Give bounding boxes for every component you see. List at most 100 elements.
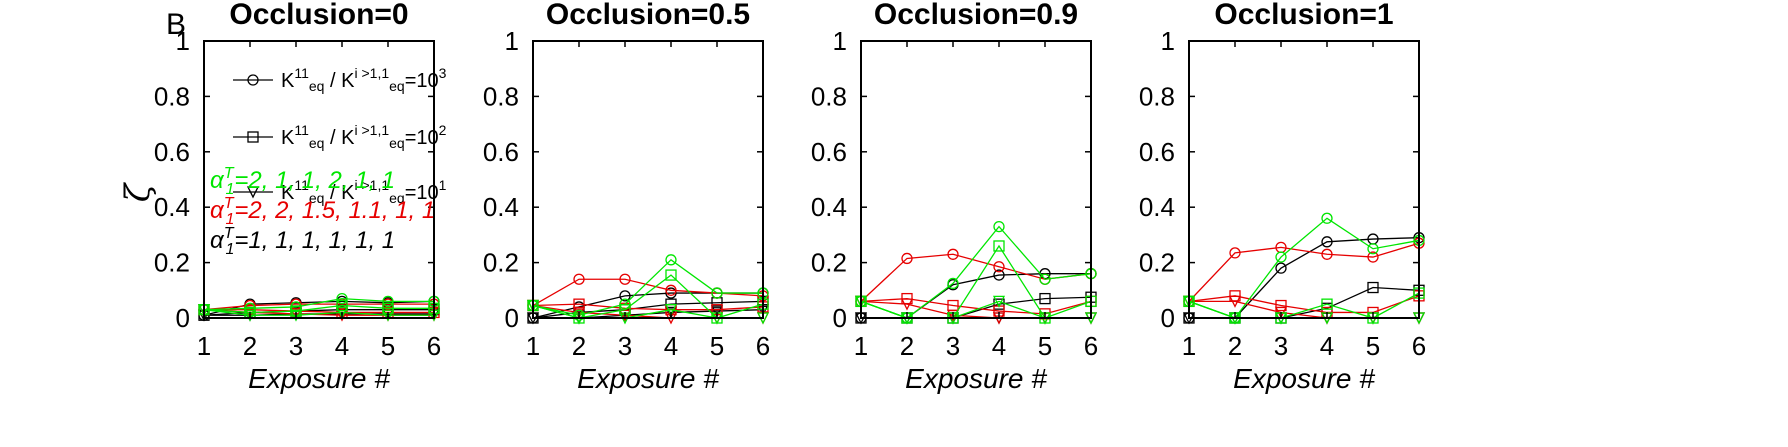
y-tick-label: 0.8 — [154, 81, 190, 111]
data-point-black-circle — [1275, 262, 1287, 274]
alpha-subscript: 1 — [225, 181, 234, 198]
x-tick-label: 2 — [572, 331, 586, 361]
chart-title: Occlusion=0 — [229, 0, 408, 31]
series-line-red-square — [1188, 295, 1420, 314]
y-tick-label: 1 — [176, 26, 190, 56]
data-point-red-triangle — [900, 298, 914, 311]
legend-text-part: 11 — [294, 65, 309, 81]
data-point-red-triangle — [1228, 295, 1242, 308]
data-point-red-circle — [901, 252, 913, 265]
data-point-black-circle — [619, 290, 631, 302]
data-point-black-square — [993, 298, 1005, 310]
legend-text-part: K — [341, 127, 355, 149]
x-tick-label: 1 — [197, 331, 211, 361]
data-point-green-circle — [336, 292, 348, 305]
chart-panel-1: Occlusion=0.5 0 0.2 0.4 0.6 0.8 1 1 2 3 4 5 6 Exposur… — [483, 0, 770, 394]
legend-text-part: eq — [309, 190, 325, 206]
chart-title: Occlusion=1 — [1214, 0, 1393, 31]
series-line-green-square — [860, 244, 1092, 319]
x-tick-label: 3 — [1274, 331, 1288, 361]
series-line-black-square — [203, 309, 434, 316]
legend-label: K11eq / Ki >1,1eq=101 — [281, 177, 447, 206]
y-tick-label: 0.2 — [483, 248, 519, 278]
y-tick-label: 0.2 — [1139, 248, 1175, 278]
data-point-green-circle — [711, 287, 723, 299]
data-point-black-circle — [993, 269, 1005, 281]
data-point-black-square — [1039, 292, 1051, 305]
alpha-values: =2, 1, 1, 2, 1, 1 — [234, 167, 395, 194]
y-tick-label: 0.6 — [154, 137, 190, 167]
data-point-green-circle — [1275, 251, 1287, 263]
legend-entry-square: K11eq / Ki >1,1eq=102 — [233, 122, 447, 151]
y-tick-label: 0.8 — [483, 81, 519, 111]
data-point-red-circle — [1229, 247, 1241, 259]
data-point-black-circle — [1321, 236, 1333, 248]
y-tick-label: 0 — [505, 303, 519, 333]
series-line-black-circle — [1189, 237, 1420, 319]
y-tick-label: 0.2 — [154, 248, 190, 278]
x-tick-label: 3 — [618, 331, 632, 361]
data-point-black-triangle — [710, 305, 724, 318]
series-line-red-square — [204, 309, 434, 314]
series-line-red-square — [532, 303, 764, 311]
data-point-green-square — [336, 299, 348, 312]
legend-text-part: eq — [389, 190, 405, 206]
data-point-red-circle — [993, 261, 1005, 273]
plot-frame — [860, 40, 1092, 319]
series-line-red-circle — [203, 303, 434, 311]
alpha-subscript: 1 — [225, 211, 234, 228]
legend-text-part: K — [281, 182, 295, 204]
x-tick-label: 5 — [381, 331, 395, 361]
alpha-symbol: α — [210, 197, 225, 224]
legend-text-part: eq — [309, 78, 325, 94]
legend-text-part: i >1,1 — [354, 65, 389, 81]
x-tick-label: 4 — [335, 331, 349, 361]
alpha-annotation: αT 1=1, 1, 1, 1, 1, 1 — [210, 225, 395, 258]
y-tick-label: 0.4 — [811, 192, 847, 222]
legend-text-part: 3 — [439, 65, 447, 81]
alpha-subscript: 1 — [225, 241, 234, 258]
data-point-black-square — [1367, 281, 1379, 294]
series-line-green-circle — [532, 258, 763, 316]
y-tick-label: 1 — [505, 26, 519, 56]
y-tick-label: 0.4 — [1139, 192, 1175, 222]
legend-text-part: =10 — [405, 182, 439, 204]
x-tick-label: 3 — [289, 331, 303, 361]
data-point-red-circle — [947, 248, 959, 260]
x-axis-label: Exposure # — [577, 363, 719, 394]
data-point-red-square — [573, 298, 585, 310]
legend-text-part: i >1,1 — [354, 122, 389, 138]
x-tick-label: 2 — [900, 331, 914, 361]
legend-text-part: eq — [389, 78, 405, 94]
data-point-red-square — [1275, 299, 1287, 312]
data-point-green-triangle — [243, 309, 257, 322]
series-line-black-square — [861, 296, 1092, 319]
data-point-green-circle — [993, 220, 1005, 233]
data-point-green-triangle — [381, 309, 395, 322]
legend-text-part: i >1,1 — [354, 177, 389, 193]
alpha-symbol: α — [210, 167, 225, 194]
chart-panel-3: Occlusion=1 0 0.2 0.4 0.6 0.8 1 1 2 3 4 5 6 Exposure … — [1139, 0, 1426, 394]
data-point-green-triangle — [992, 295, 1006, 308]
panels: Occlusion=000.20.40.60.811 2 3 4 5 6Exposure … — [154, 0, 1426, 394]
x-tick-label: 1 — [854, 331, 868, 361]
alpha-annotation: αT 1=2, 1, 1, 2, 1, 1 — [210, 165, 395, 198]
x-tick-label: 2 — [243, 331, 257, 361]
y-tick-label: 0.4 — [154, 192, 190, 222]
series-line-red-square — [860, 297, 1092, 315]
annotations: αT 1=2, 1, 1, 2, 1, 1αT 1=2, 2, 1.5, 1.1, … — [210, 165, 435, 258]
series-line-green-triangle — [203, 309, 434, 316]
y-tick-label: 0.6 — [811, 137, 847, 167]
x-tick-label: 4 — [1320, 331, 1334, 361]
legend-marker-triangle-icon — [246, 186, 260, 199]
y-axis-label: ζ — [118, 181, 158, 202]
alpha-superscript: T — [224, 195, 235, 212]
legend-text-part: eq — [389, 135, 405, 151]
panel-letter: B — [166, 8, 186, 41]
x-tick-label: 6 — [427, 331, 441, 361]
legend-text-part: =10 — [405, 127, 439, 149]
alpha-values: =2, 2, 1.5, 1.1, 1, 1 — [234, 197, 435, 224]
legend-label: K11eq / Ki >1,1eq=102 — [281, 122, 447, 151]
legend-entry-triangle: K11eq / Ki >1,1eq=101 — [233, 177, 447, 206]
